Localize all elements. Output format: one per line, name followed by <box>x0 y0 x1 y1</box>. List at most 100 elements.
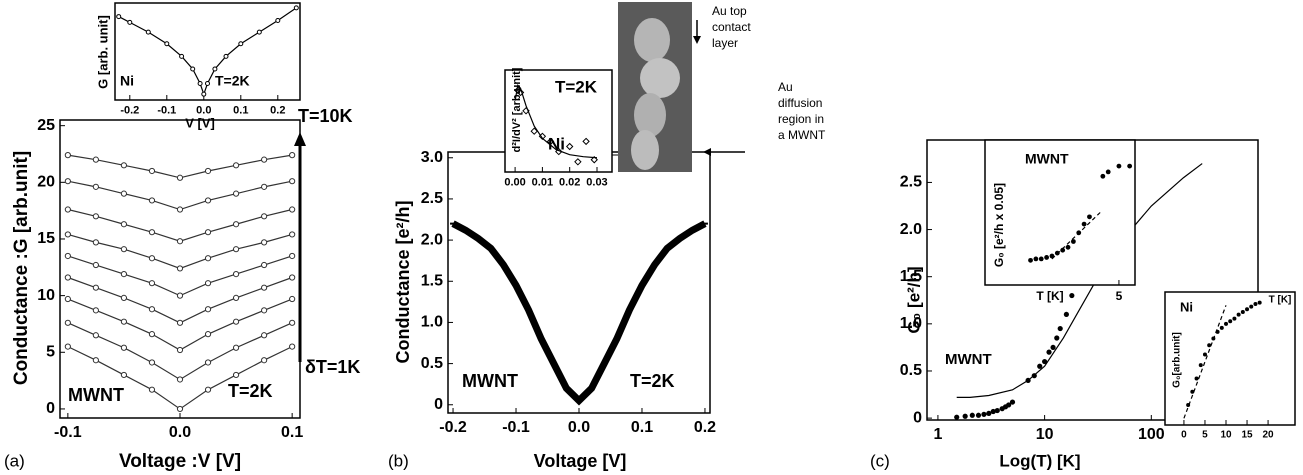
data-point <box>289 152 296 159</box>
y-axis-label: d²I/dV² [arb.unit] <box>511 67 523 152</box>
x-tick-label: 0.1 <box>631 419 653 436</box>
data-point <box>1037 363 1043 369</box>
data-point <box>204 386 212 393</box>
data-point <box>1253 301 1258 306</box>
data-point <box>475 237 482 240</box>
data-point <box>164 41 170 47</box>
data-point <box>176 319 184 326</box>
data-point <box>232 270 240 278</box>
y-axis-label: G₀ [e²/h] <box>904 266 923 333</box>
x-tick-label: -0.2 <box>120 105 139 117</box>
data-point <box>701 222 708 225</box>
data-point <box>289 274 296 281</box>
y-tick-label: 2.5 <box>421 190 443 207</box>
data-point <box>148 197 156 204</box>
data-point <box>204 229 212 236</box>
data-point <box>190 66 196 72</box>
data-point <box>1236 312 1241 317</box>
image-label: diffusion <box>778 96 822 110</box>
data-point <box>64 152 71 159</box>
data-point <box>516 88 525 97</box>
plot-frame <box>1164 291 1296 426</box>
data-point <box>261 332 268 339</box>
data-point <box>232 294 240 301</box>
x-axis-label: V [V] <box>185 115 215 130</box>
data-point <box>289 231 296 238</box>
arrowhead <box>703 148 711 156</box>
data-point <box>176 238 184 245</box>
arrowhead <box>693 36 701 44</box>
data-point <box>256 29 262 35</box>
image-label: contact <box>712 20 751 34</box>
data-point <box>176 265 184 272</box>
data-point <box>204 197 212 204</box>
data-point <box>232 318 240 325</box>
chart: -0.2 -0.1 0.0 0.1 0.2 V [V] G [arb. unit] Ni T=2… <box>95 2 301 130</box>
data-point <box>1054 335 1060 341</box>
data-point <box>205 81 210 87</box>
data-point <box>289 343 296 350</box>
x-tick-label: -0.1 <box>502 419 530 436</box>
data-point <box>563 387 570 390</box>
data-point <box>538 337 545 340</box>
y-tick-label: 0 <box>913 409 922 426</box>
data-point <box>176 174 184 181</box>
data-point <box>1070 239 1076 244</box>
data-point <box>1116 163 1122 169</box>
data-point <box>1198 363 1203 368</box>
data-point <box>1057 325 1063 332</box>
data-point <box>500 263 507 266</box>
data-point <box>120 190 128 197</box>
data-point <box>148 359 156 366</box>
data-point <box>275 17 281 23</box>
x-tick-label: 0.2 <box>694 419 716 436</box>
data-point <box>550 362 557 365</box>
y-axis-label: G₀ [e²/h x 0.05] <box>992 183 1006 267</box>
data-point <box>92 307 99 314</box>
data-point <box>92 332 99 339</box>
x-axis-label: T [K] <box>1269 295 1292 306</box>
y-axis-label: Conductance :G [arb.unit] <box>11 151 32 385</box>
y-tick-label: 1.5 <box>900 268 922 285</box>
data-point <box>994 407 1000 414</box>
data-point <box>1190 389 1195 394</box>
data-point <box>1249 304 1254 309</box>
data-point <box>651 263 658 266</box>
micrograph <box>618 2 692 172</box>
y-tick-label: 2.0 <box>421 231 443 248</box>
annotation: T=2K <box>555 77 598 96</box>
chart: -0.1 0.0 0.1 0 5 10 15 20 25 Voltage :V [V] Conduc… <box>4 106 360 472</box>
panel-label: (c) <box>870 451 890 470</box>
plot-frame <box>984 139 1136 286</box>
data-point <box>201 91 207 97</box>
data-point <box>204 359 212 366</box>
x-tick-label: -0.1 <box>54 424 82 441</box>
y-tick-label: 0.5 <box>900 362 922 379</box>
y-tick-label: 10 <box>37 287 55 304</box>
chart: 5 T [K] G₀ [e²/h x 0.05] MWNT <box>984 139 1136 303</box>
data-point <box>689 229 696 232</box>
y-axis-label: Conductance [e²/h] <box>393 200 413 363</box>
data-point <box>64 206 71 213</box>
annotation: MWNT <box>1025 151 1069 167</box>
data-point <box>1006 402 1012 408</box>
annotation: Ni <box>120 73 134 89</box>
data-point <box>1060 247 1066 253</box>
data-point <box>981 411 987 417</box>
x-axis-label: Voltage [V] <box>534 451 627 471</box>
panel-label: (a) <box>4 451 25 470</box>
data-point <box>176 376 184 383</box>
x-tick-label: 0.0 <box>169 424 191 441</box>
data-point <box>513 284 520 287</box>
data-point <box>148 280 156 287</box>
y-tick-label: 1.0 <box>900 315 922 332</box>
annotation: MWNT <box>945 351 992 368</box>
data-point <box>962 413 968 419</box>
data-point <box>289 252 296 260</box>
y-tick-label: 0 <box>434 396 443 413</box>
data-point <box>232 371 240 379</box>
data-point <box>204 306 212 313</box>
data-point <box>582 137 590 146</box>
y-tick-label: 3.0 <box>421 149 443 166</box>
